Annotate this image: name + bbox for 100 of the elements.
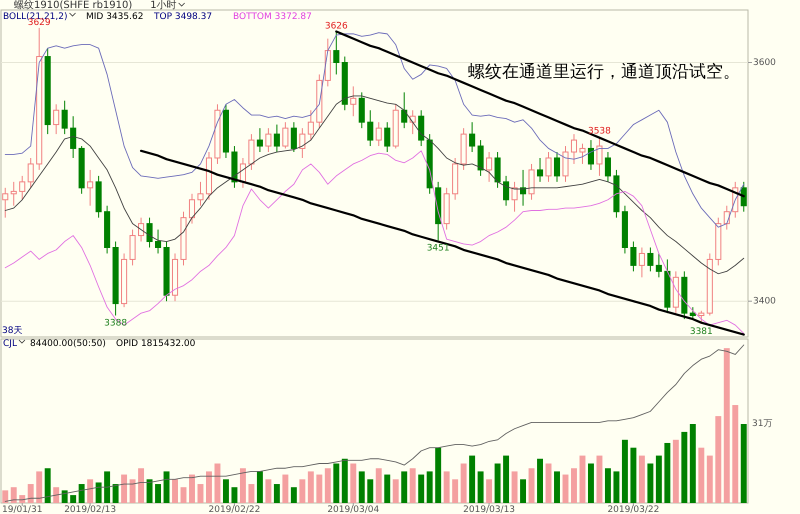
bar [231,487,238,503]
bar [62,490,68,503]
candlestick [528,163,535,200]
candlestick [596,136,602,176]
bar [724,348,730,503]
bar [308,471,314,503]
bar [189,474,195,503]
bar [222,479,229,503]
bar [256,471,263,503]
bar [121,474,128,503]
bar [70,495,76,503]
candlestick [512,181,518,212]
bar [630,448,636,503]
candlestick [308,110,314,141]
bar [342,458,348,503]
candlestick [536,157,544,182]
candlestick [724,205,730,230]
candlestick [87,169,94,206]
y-tick-label: 3400 [753,296,776,307]
bar [164,471,170,503]
bar [638,456,645,503]
candlestick [274,124,280,153]
bar [265,479,272,503]
candlestick [486,152,492,182]
bar [96,482,102,503]
bar [622,440,628,503]
bar [460,464,467,503]
candlestick [2,187,8,218]
candlestick [188,193,196,224]
bar [112,484,119,503]
bar [452,479,458,503]
x-tick-label: 2019/02/22 [208,505,260,514]
annotation: MID 3435.62 [86,12,144,22]
annotation: 3451 [426,243,450,254]
bar [503,456,510,503]
bar [333,464,340,503]
bar [104,471,110,503]
bar [180,487,186,503]
candlestick [647,246,654,272]
candlestick [290,122,297,153]
text: 31万 [752,419,772,429]
candlestick [469,122,476,153]
bar [588,464,594,503]
bar [299,479,306,503]
bar [426,471,433,503]
bar [520,479,526,503]
bar [715,416,722,503]
candlestick [545,152,552,182]
bar [401,471,408,503]
bar [350,464,356,503]
candlestick [62,100,68,135]
bar [324,468,331,503]
annotation: 3388 [104,318,128,329]
bar [435,448,442,503]
bar [358,471,365,503]
bar [672,440,679,503]
candlestick [299,128,306,158]
candlestick [248,134,254,170]
line-series [4,150,744,334]
candlestick [630,241,636,272]
candlestick [740,181,747,212]
bar [613,471,620,503]
bar [690,424,696,503]
candlestick [146,217,153,248]
candlestick [333,30,340,75]
bar [562,474,568,503]
bar [87,479,94,503]
annotation: 螺纹在通道里运行，通道顶沿试空。 [468,62,740,81]
chart-title: 螺纹1910(SHFE rb1910) [14,0,132,11]
candlestick [570,134,578,164]
bar [146,479,153,503]
bar [664,442,670,503]
bar [392,479,399,503]
annotation: BOTTOM 3372.87 [233,12,312,22]
bar [732,405,738,503]
candlestick [698,310,704,324]
bar [444,471,450,503]
bar [130,479,136,503]
bar [656,456,662,503]
x-tick-label: 2019/02/13 [64,505,116,514]
bar [546,464,552,503]
candlestick [197,181,204,206]
bar [198,484,204,503]
candlestick [384,122,390,153]
bar [537,458,543,503]
candlestick [503,175,510,206]
candlestick [138,217,144,242]
chart-subtitle: 1小时 [150,0,177,11]
bar [274,484,280,503]
bar [698,448,704,503]
candlestick [554,152,560,182]
bar [248,484,254,503]
bar [647,464,654,503]
bar [316,474,322,503]
annotation: 3381 [690,326,713,337]
bar [36,471,42,503]
annotation: 3626 [324,21,348,32]
candlestick [656,252,662,278]
bar [512,471,518,503]
x-tick-label: 2019/03/04 [327,505,380,514]
